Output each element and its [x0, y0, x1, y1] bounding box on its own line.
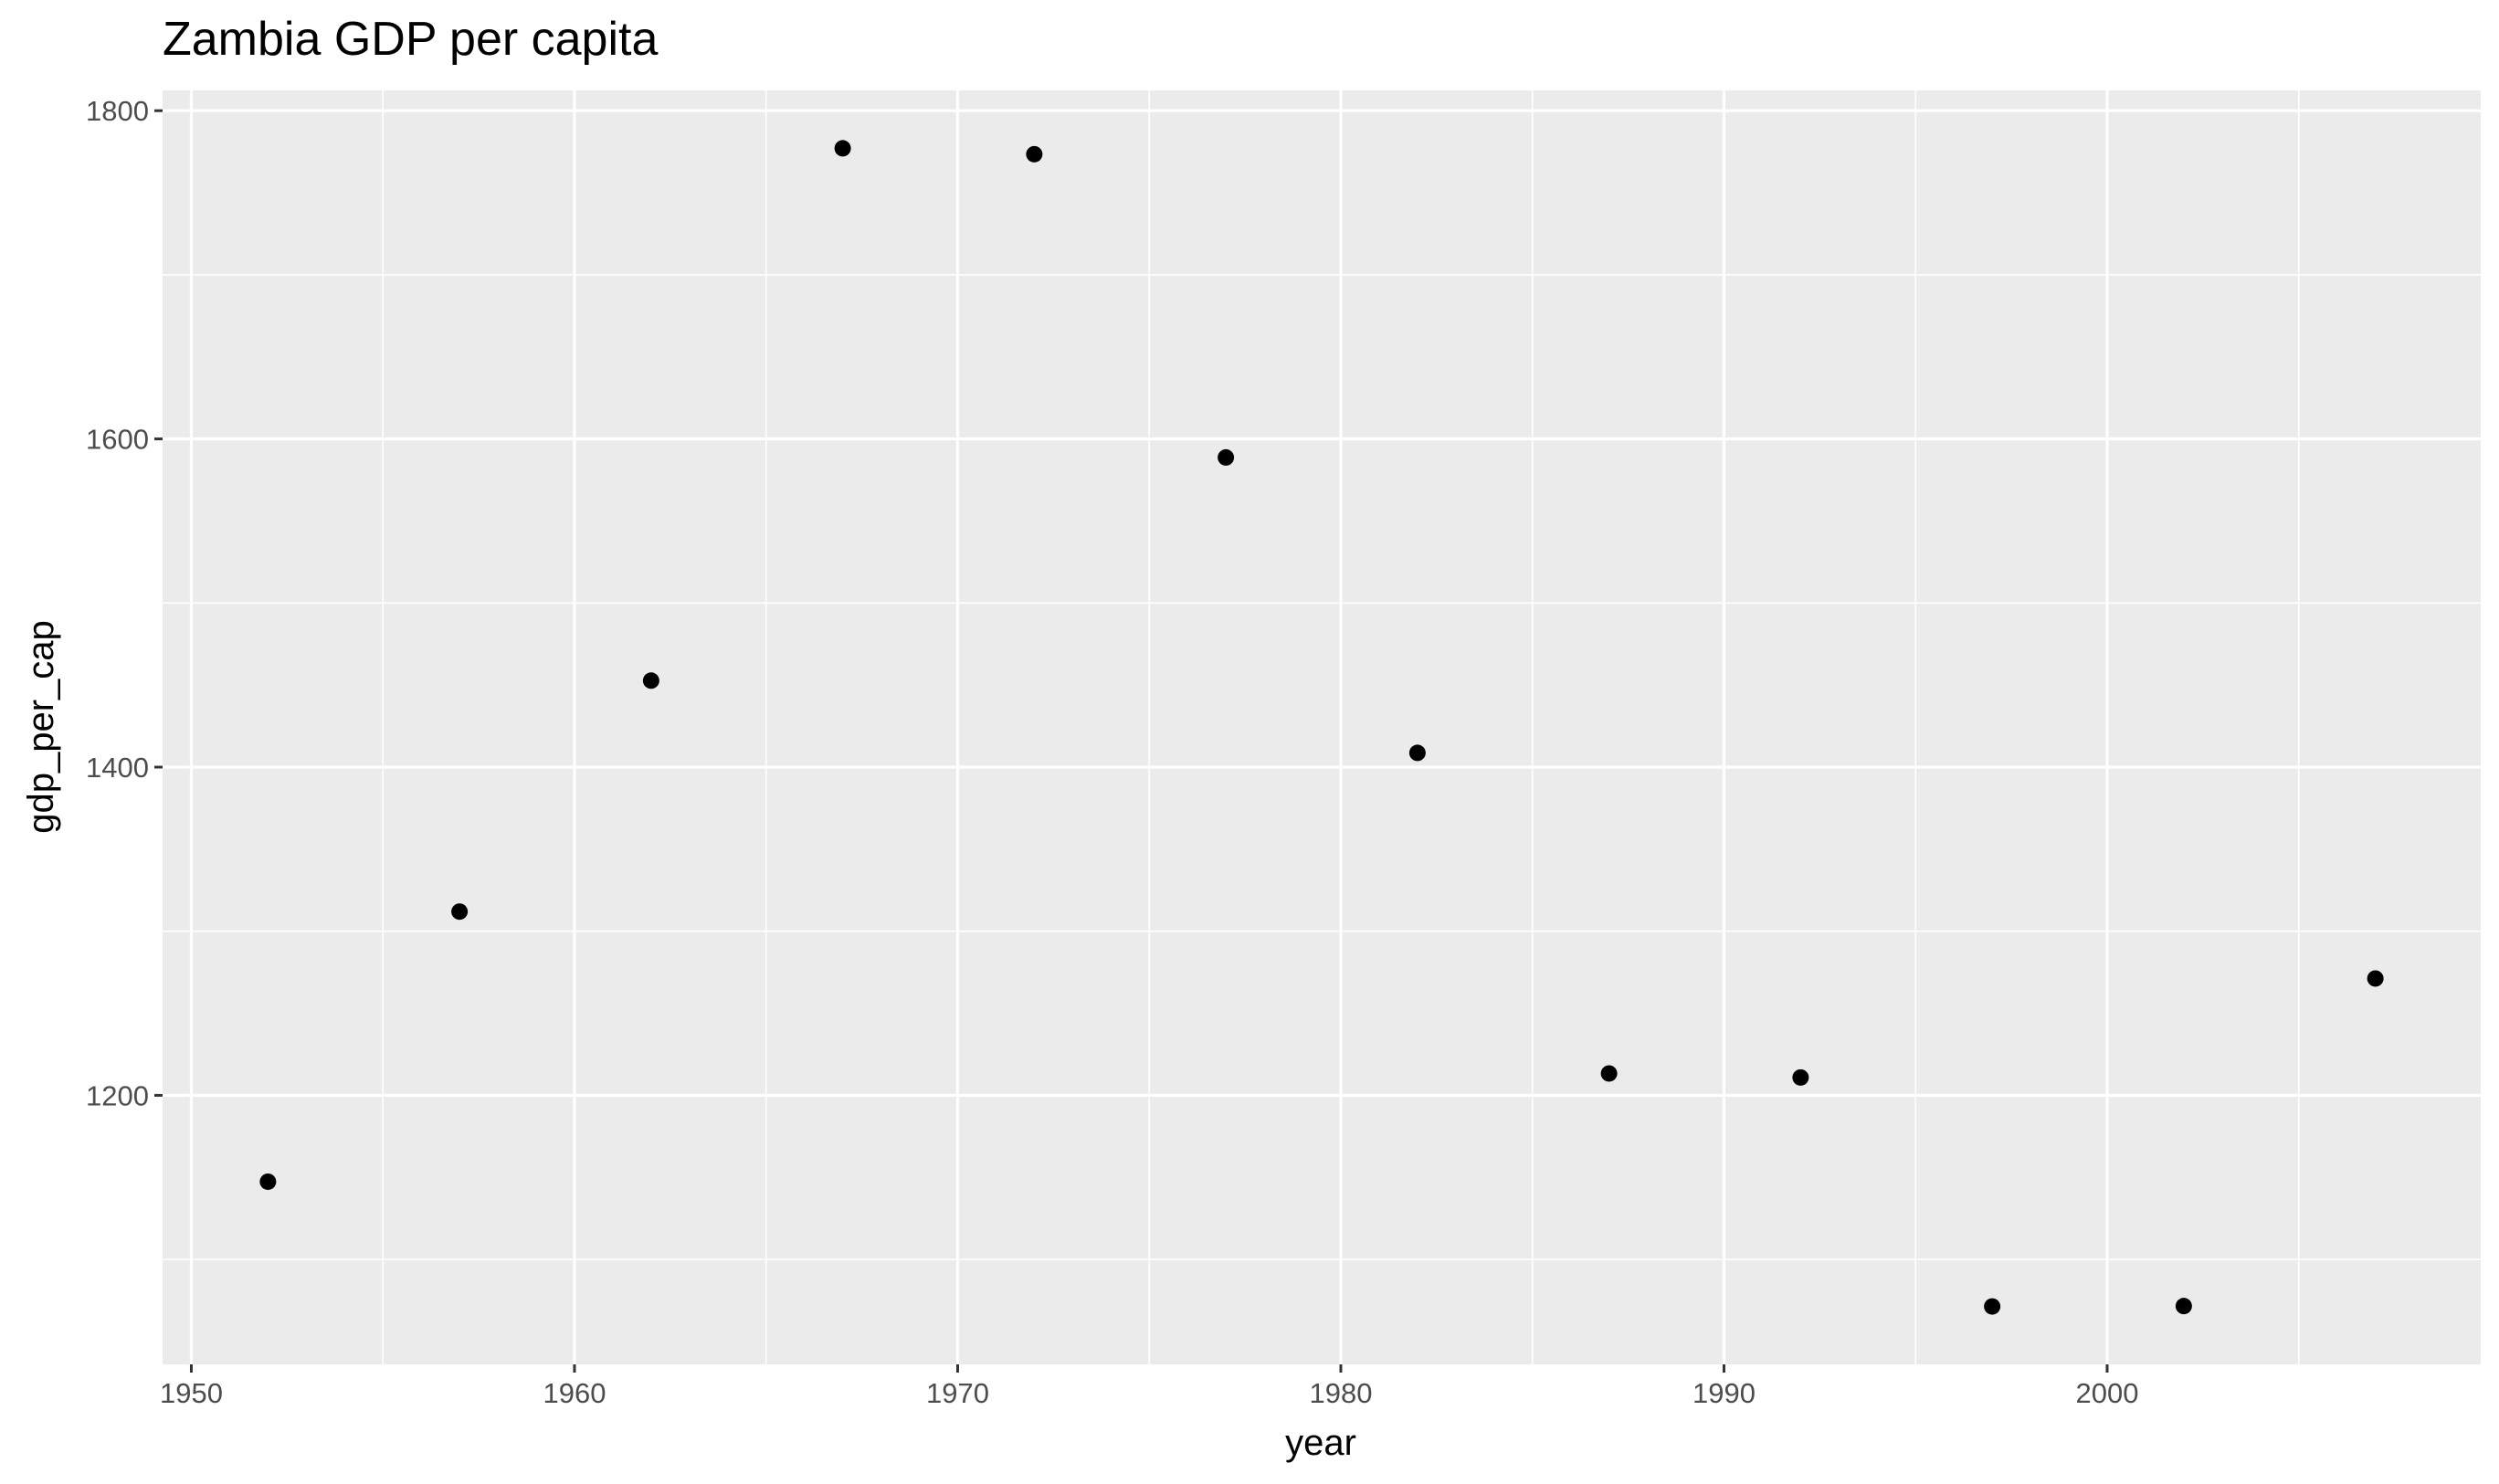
chart-title: Zambia GDP per capita: [163, 13, 658, 66]
data-point: [642, 672, 659, 689]
data-point: [1984, 1298, 2001, 1315]
x-tick-label: 1990: [1692, 1377, 1756, 1409]
plot-panel: [163, 90, 2481, 1364]
x-axis: 1950 1960 1970 1980 1990 2000: [160, 1364, 2138, 1409]
data-point: [1218, 448, 1235, 466]
x-tick-label: 1950: [160, 1377, 223, 1409]
x-tick-label: 2000: [2075, 1377, 2138, 1409]
x-tick-label: 1980: [1309, 1377, 1372, 1409]
data-point: [2367, 970, 2384, 987]
major-gridlines: [163, 90, 2481, 1364]
data-point: [451, 903, 469, 921]
x-tick-label: 1970: [926, 1377, 989, 1409]
x-axis-title: year: [1285, 1423, 1356, 1463]
data-point: [1600, 1065, 1618, 1082]
y-tick-label: 1800: [86, 95, 149, 127]
y-tick-label: 1600: [86, 424, 149, 456]
data-point: [834, 140, 851, 157]
data-point: [1026, 145, 1043, 163]
y-tick-label: 1400: [86, 752, 149, 784]
data-point: [2175, 1298, 2192, 1315]
y-tick-label: 1200: [86, 1079, 149, 1111]
y-axis-title: gdp_per_cap: [21, 620, 61, 834]
data-point: [259, 1173, 277, 1190]
y-axis: 1200 1400 1600 1800: [86, 95, 163, 1111]
minor-gridlines: [163, 90, 2481, 1364]
data-point: [1408, 744, 1426, 762]
data-points: [259, 140, 2384, 1315]
x-tick-label: 1960: [543, 1377, 606, 1409]
data-point: [1792, 1068, 1809, 1086]
